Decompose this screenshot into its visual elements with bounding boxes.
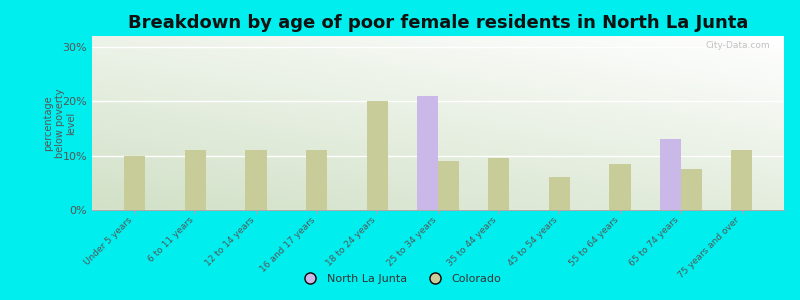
Bar (731, 150, 752, 210)
Bar (659, 139, 681, 210)
Bar (488, 158, 510, 210)
Text: City-Data.com: City-Data.com (706, 41, 770, 50)
Bar (185, 150, 206, 210)
Bar (366, 101, 388, 210)
Y-axis label: percentage
below poverty
level: percentage below poverty level (43, 88, 76, 158)
Bar (124, 156, 145, 210)
Bar (306, 150, 327, 210)
Bar (681, 169, 702, 210)
Bar (417, 96, 438, 210)
Bar (610, 164, 630, 210)
Bar (438, 161, 459, 210)
Title: Breakdown by age of poor female residents in North La Junta: Breakdown by age of poor female resident… (128, 14, 748, 32)
Bar (246, 150, 266, 210)
Legend: North La Junta, Colorado: North La Junta, Colorado (294, 270, 506, 288)
Bar (549, 177, 570, 210)
